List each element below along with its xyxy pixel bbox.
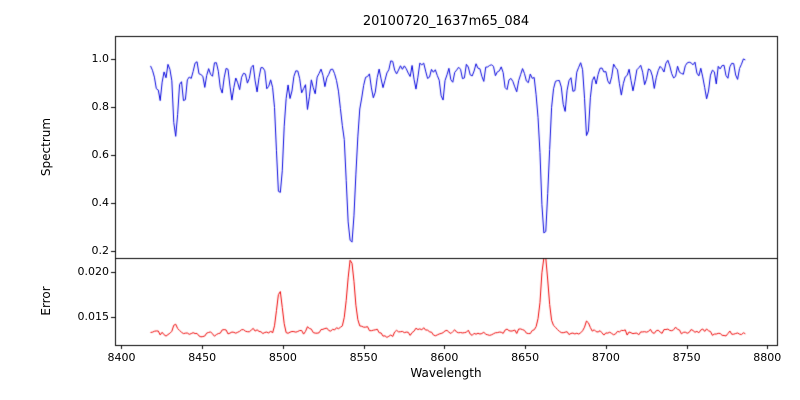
x-tick-label: 8400 bbox=[107, 351, 136, 364]
spectrum-y-axis-label: Spectrum bbox=[39, 117, 53, 177]
x-tick-label: 8550 bbox=[349, 351, 378, 364]
x-tick-label: 8700 bbox=[591, 351, 620, 364]
spectrum-y-tick-label: 1.0 bbox=[91, 52, 110, 66]
chart-title: 20100720_1637m65_084 bbox=[362, 14, 530, 29]
spectrum-y-tick-label: 0.8 bbox=[91, 100, 110, 114]
x-tick-label: 8750 bbox=[672, 351, 701, 364]
x-axis-label: Wavelength bbox=[410, 366, 482, 380]
x-tick-label: 8800 bbox=[753, 351, 782, 364]
spectrum-y-tick-label: 0.2 bbox=[91, 244, 110, 258]
error-y-tick-label: 0.015 bbox=[77, 309, 110, 323]
error-y-axis-label: Error bbox=[39, 286, 53, 316]
x-tick-label: 8500 bbox=[268, 351, 297, 364]
spectrum-y-tick-label: 0.4 bbox=[91, 196, 110, 210]
x-tick-label: 8450 bbox=[188, 351, 217, 364]
x-tick-label: 8650 bbox=[511, 351, 540, 364]
spectrum-y-tick-label: 0.6 bbox=[91, 148, 110, 162]
error-y-tick-label: 0.020 bbox=[77, 265, 110, 279]
x-tick-label: 8600 bbox=[430, 351, 459, 364]
